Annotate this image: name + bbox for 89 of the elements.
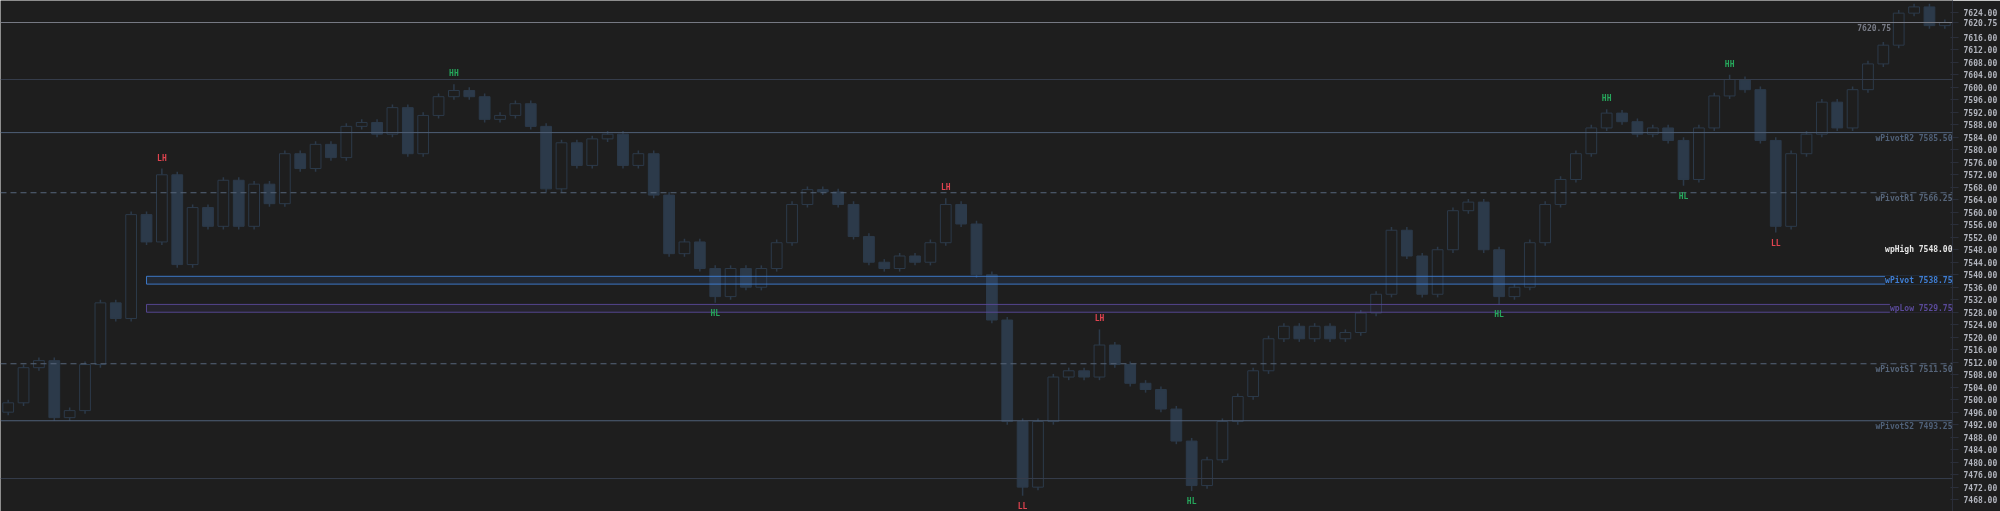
annotation: HL (1494, 310, 1505, 320)
annotation: HH (1601, 94, 1612, 104)
candlestick (1631, 117, 1644, 139)
y-tick-label: 7592.00 (1963, 108, 1998, 118)
y-tick-label: 7580.00 (1963, 146, 1998, 156)
candlestick (801, 185, 814, 209)
candlestick (1278, 322, 1290, 343)
ref-line-label: wPivotS2 7493.25 (1875, 420, 1953, 431)
y-tick-label: 7536.00 (1963, 283, 1998, 293)
y-tick-label: 7548.00 (1963, 246, 1998, 256)
candlestick (1324, 322, 1336, 343)
y-tick-label: 7488.00 (1963, 433, 1998, 443)
candlestick (1293, 322, 1306, 343)
ref-line-label: wPivotR1 7566.25 (1875, 192, 1953, 203)
y-tick-label: 7608.00 (1963, 58, 1998, 68)
y-tick-label: 7468.00 (1963, 496, 1998, 506)
y-tick-label: 7620.75 (1963, 19, 1998, 29)
y-tick-label: 7516.00 (1963, 346, 1998, 356)
candlestick (1800, 130, 1813, 158)
band-label: wPivot 7538.75 (1885, 274, 1953, 285)
annotation: wpHigh 7548.00 (1885, 244, 1953, 255)
candlestick (955, 200, 968, 228)
y-tick-label: 7484.00 (1963, 446, 1998, 456)
candlestick (1308, 322, 1321, 343)
candlestick (432, 92, 445, 120)
annotation: LL (1017, 501, 1028, 511)
y-tick-label: 7596.00 (1963, 96, 1998, 106)
y-tick-label: 7584.00 (1963, 133, 1998, 143)
candlestick (893, 252, 906, 273)
y-tick-label: 7476.00 (1963, 471, 1998, 481)
y-tick-label: 7524.00 (1963, 321, 1998, 331)
y-tick-label: 7588.00 (1963, 121, 1998, 131)
candlestick (524, 99, 537, 131)
y-tick-label: 7624.00 (1963, 8, 1998, 18)
y-tick-label: 7540.00 (1963, 271, 1998, 281)
annotation: LH (1094, 314, 1105, 324)
ref-line-label: wPivotR2 7585.50 (1875, 132, 1953, 143)
y-tick-label: 7496.00 (1963, 408, 1998, 418)
y-tick-label: 7552.00 (1963, 233, 1998, 243)
candlestick (1354, 309, 1367, 337)
candlestick (1124, 360, 1137, 388)
candlestick (109, 298, 122, 323)
y-tick-label: 7604.00 (1963, 71, 1998, 81)
y-tick-label: 7480.00 (1963, 458, 1998, 468)
y-tick-label: 7572.00 (1963, 171, 1998, 181)
y-tick-label: 7500.00 (1963, 396, 1998, 406)
annotation: LH (157, 153, 167, 163)
y-tick-label: 7528.00 (1963, 308, 1998, 318)
candlestick (1108, 341, 1121, 369)
candlestick (1877, 41, 1890, 68)
annotation: HH (449, 69, 459, 79)
candlestick (1923, 3, 1936, 30)
y-tick-label: 7544.00 (1963, 258, 1998, 268)
annotation: HH (1724, 59, 1735, 69)
candlestick (740, 264, 752, 292)
y-tick-label: 7512.00 (1963, 358, 1998, 368)
candlestick (1370, 290, 1382, 317)
candlestick (755, 264, 768, 292)
candlestick (294, 149, 307, 173)
y-tick-label: 7568.00 (1963, 183, 1998, 193)
y-tick-label: 7492.00 (1963, 421, 1998, 431)
y-tick-label: 7472.00 (1963, 483, 1998, 493)
y-tick-label: 7612.00 (1963, 46, 1998, 56)
y-tick-label: 7556.00 (1963, 221, 1998, 231)
annotation: HL (1678, 191, 1689, 201)
y-tick-label: 7616.00 (1963, 33, 1998, 43)
candlestick (832, 188, 845, 209)
y-tick-label: 7576.00 (1963, 158, 1998, 168)
y-tick-label: 7508.00 (1963, 371, 1998, 381)
y-tick-label: 7560.00 (1963, 208, 1998, 218)
candlestick (571, 138, 583, 170)
candlestick (478, 92, 491, 124)
ref-line-label: wPivotS1 7511.50 (1875, 363, 1953, 374)
annotation: HL (1186, 497, 1197, 507)
y-tick-label: 7520.00 (1963, 333, 1998, 343)
candlestick (1600, 108, 1613, 132)
annotation: LL (1770, 238, 1781, 248)
candlestick (1155, 385, 1167, 413)
candlestick (924, 238, 937, 267)
band-label: wpLow 7529.75 (1889, 303, 1953, 313)
candlestick (325, 140, 337, 162)
annotation: LH (940, 183, 951, 193)
y-tick-label: 7564.00 (1963, 196, 1998, 206)
ref-line-label: 7620.75 (1857, 23, 1892, 33)
candlestick (263, 180, 276, 208)
y-tick-label: 7532.00 (1963, 296, 1998, 306)
y-tick-label: 7600.00 (1963, 83, 1998, 93)
candlestick (202, 203, 214, 231)
y-tick-label: 7504.00 (1963, 383, 1998, 393)
